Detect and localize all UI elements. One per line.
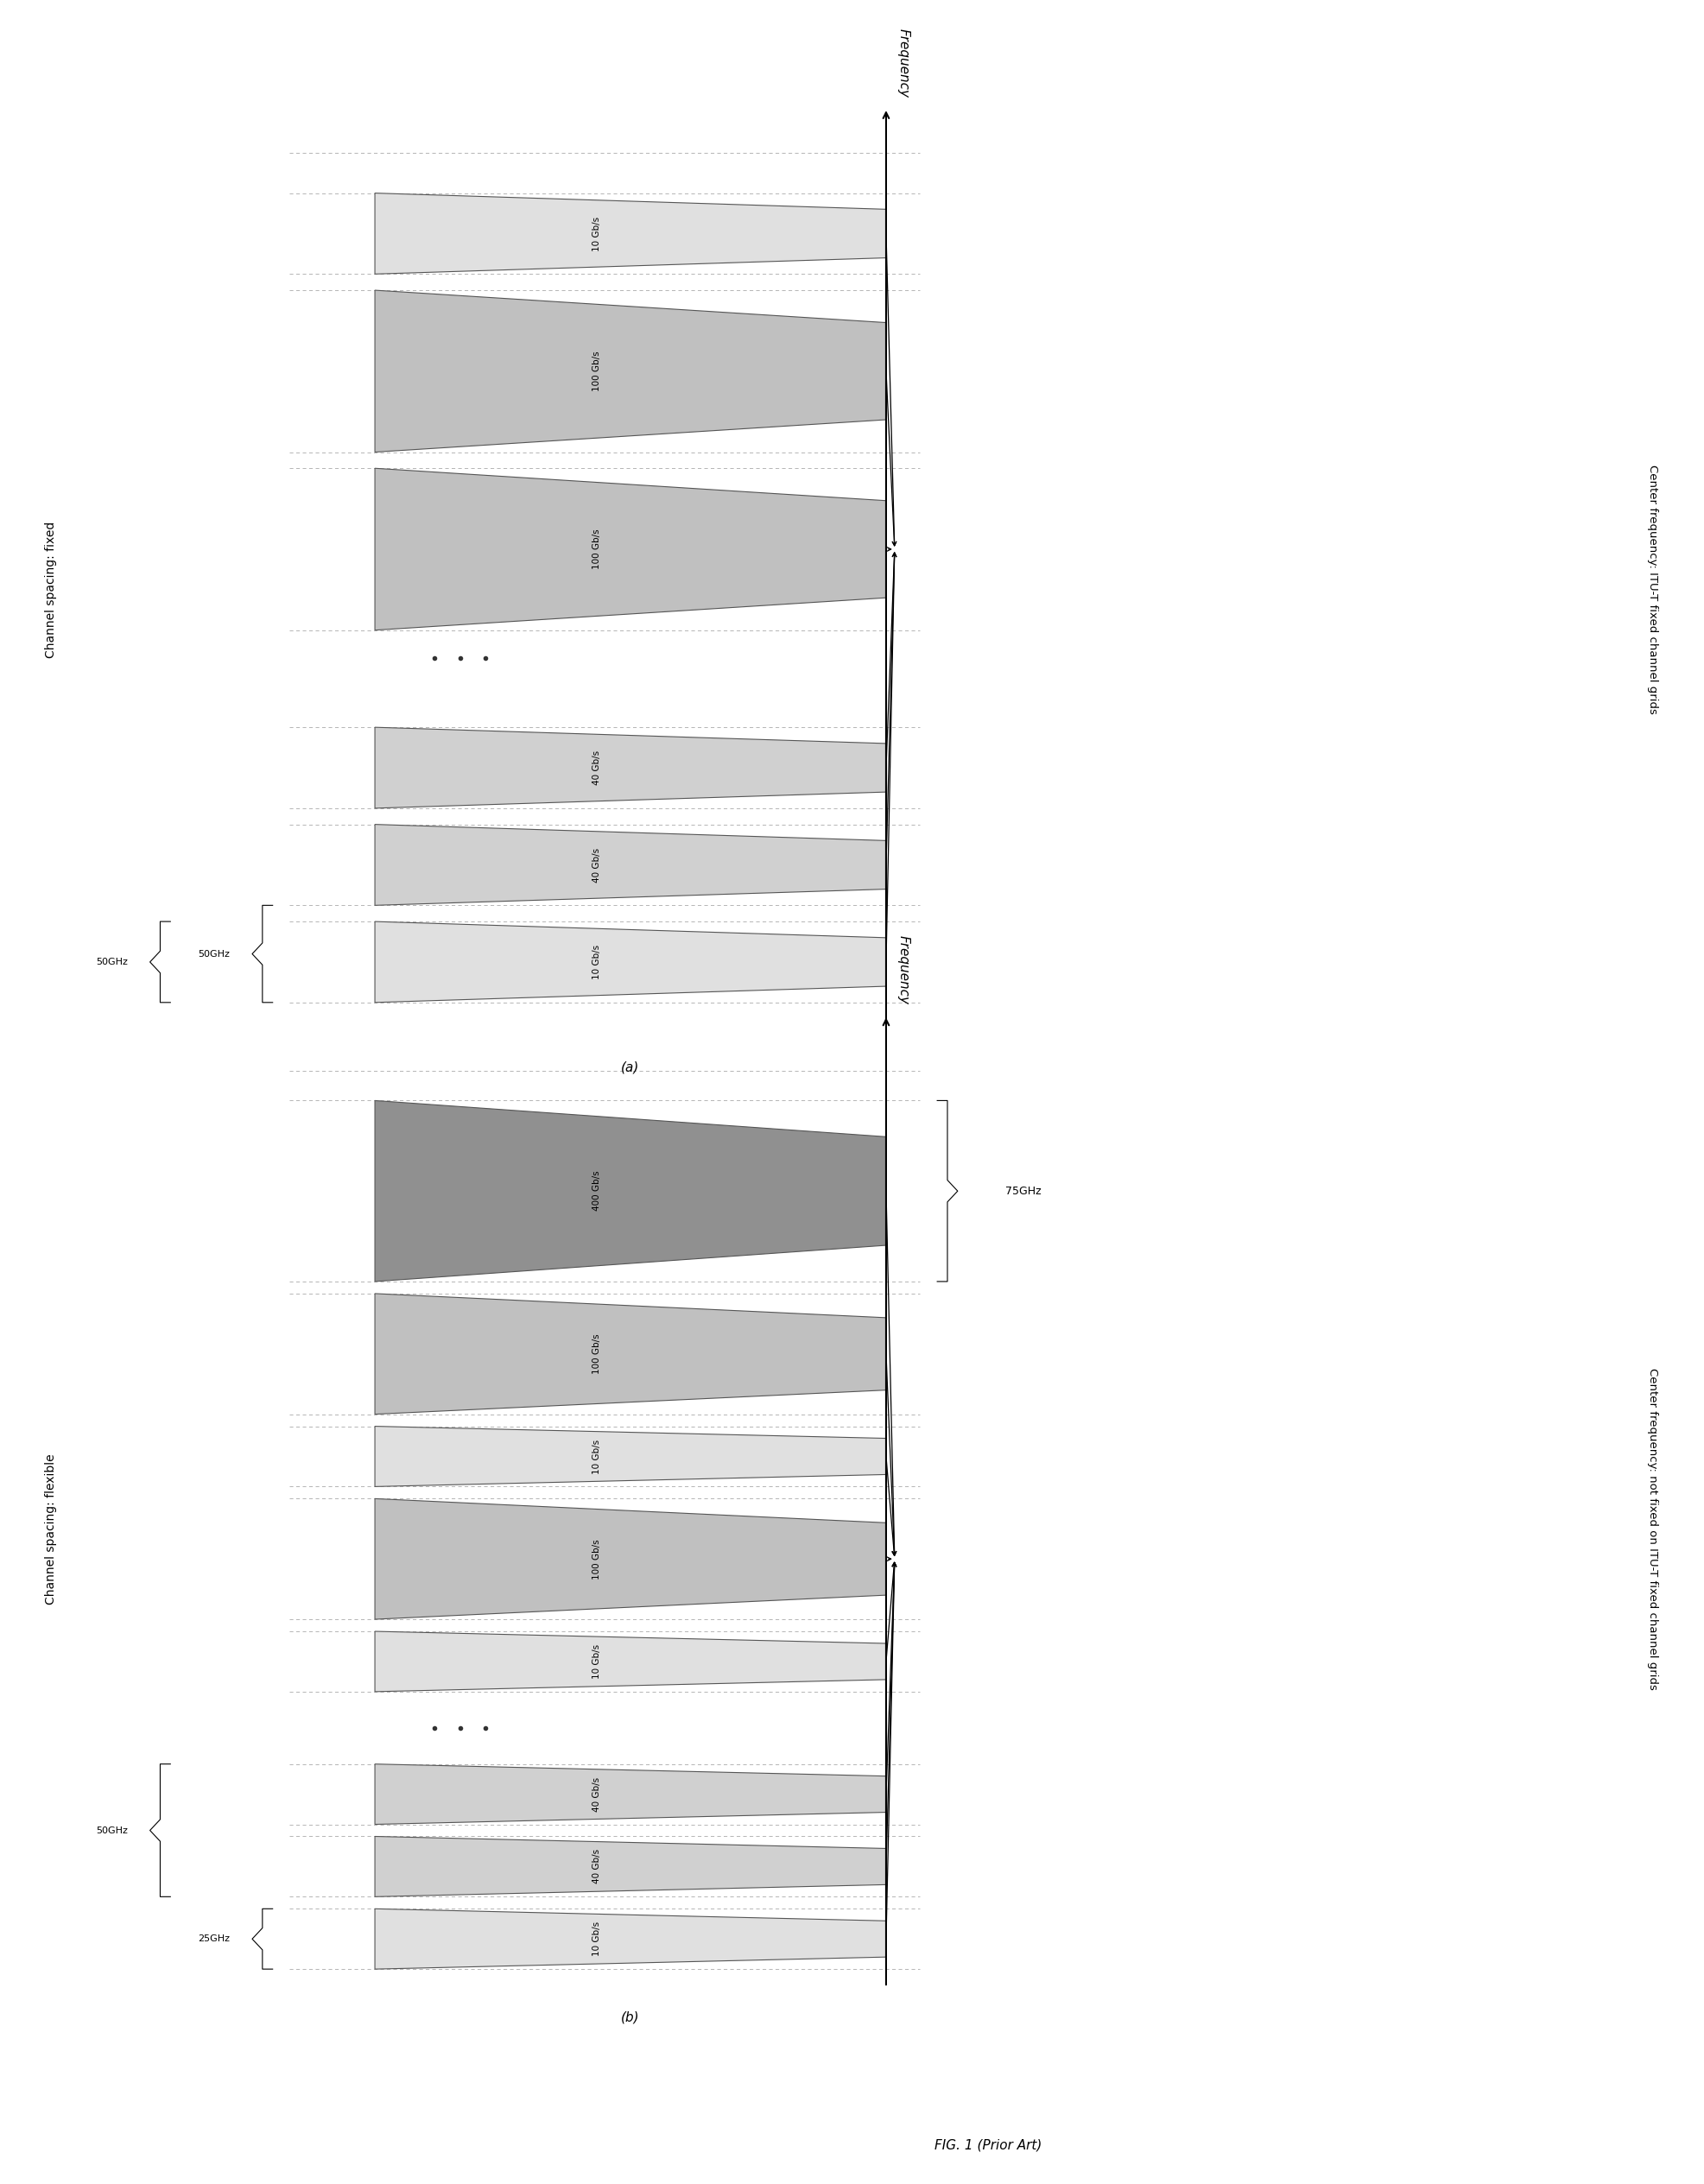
Polygon shape xyxy=(375,823,886,906)
Polygon shape xyxy=(375,727,886,808)
Text: 400 Gb/s: 400 Gb/s xyxy=(591,1171,602,1212)
Text: 10 Gb/s: 10 Gb/s xyxy=(591,1439,602,1474)
Polygon shape xyxy=(375,1765,886,1824)
Polygon shape xyxy=(375,1101,886,1282)
Text: 10 Gb/s: 10 Gb/s xyxy=(591,1922,602,1957)
Text: Center frequency: not fixed on ITU-T fixed channel grids: Center frequency: not fixed on ITU-T fix… xyxy=(1648,1367,1658,1690)
Text: (a): (a) xyxy=(622,1061,639,1075)
Text: Frequency: Frequency xyxy=(896,28,910,96)
Polygon shape xyxy=(375,1426,886,1487)
Text: 40 Gb/s: 40 Gb/s xyxy=(591,1850,602,1885)
Text: 10 Gb/s: 10 Gb/s xyxy=(591,1645,602,1679)
Text: Center frequency: ITU-T fixed channel grids: Center frequency: ITU-T fixed channel gr… xyxy=(1648,465,1658,714)
Text: 100 Gb/s: 100 Gb/s xyxy=(591,352,602,391)
Text: 10 Gb/s: 10 Gb/s xyxy=(591,216,602,251)
Text: 25GHz: 25GHz xyxy=(198,1935,230,1944)
Text: Channel spacing: flexible: Channel spacing: flexible xyxy=(44,1452,58,1605)
Text: 50GHz: 50GHz xyxy=(198,950,230,959)
Text: 40 Gb/s: 40 Gb/s xyxy=(591,1778,602,1811)
Text: 50GHz: 50GHz xyxy=(95,957,128,965)
Polygon shape xyxy=(375,922,886,1002)
Text: Channel spacing: fixed: Channel spacing: fixed xyxy=(44,522,58,657)
Polygon shape xyxy=(375,1631,886,1693)
Polygon shape xyxy=(375,1498,886,1618)
Polygon shape xyxy=(375,1909,886,1970)
Text: 50GHz: 50GHz xyxy=(95,1826,128,1835)
Polygon shape xyxy=(375,1837,886,1896)
Text: 10 Gb/s: 10 Gb/s xyxy=(591,946,602,978)
Polygon shape xyxy=(375,192,886,273)
Text: (b): (b) xyxy=(622,2011,639,2025)
Text: 40 Gb/s: 40 Gb/s xyxy=(591,847,602,882)
Text: Frequency: Frequency xyxy=(896,935,910,1005)
Text: 100 Gb/s: 100 Gb/s xyxy=(591,1540,602,1579)
Text: 100 Gb/s: 100 Gb/s xyxy=(591,529,602,570)
Polygon shape xyxy=(375,1293,886,1415)
Text: 100 Gb/s: 100 Gb/s xyxy=(591,1334,602,1374)
Text: FIG. 1 (Prior Art): FIG. 1 (Prior Art) xyxy=(934,2138,1043,2151)
Text: 40 Gb/s: 40 Gb/s xyxy=(591,751,602,784)
Polygon shape xyxy=(375,467,886,631)
Text: 75GHz: 75GHz xyxy=(1005,1186,1041,1197)
Polygon shape xyxy=(375,290,886,452)
